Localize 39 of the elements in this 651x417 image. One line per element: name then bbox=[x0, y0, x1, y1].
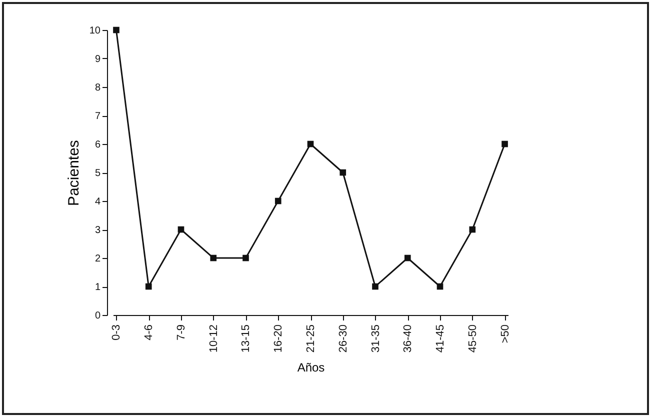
x-tick-label: 45-50 bbox=[466, 324, 479, 353]
point bbox=[274, 198, 282, 204]
point bbox=[145, 283, 152, 290]
x-tick-label: 41-45 bbox=[434, 324, 447, 353]
point bbox=[404, 254, 411, 262]
x-tick-label: 16-20 bbox=[272, 324, 285, 353]
point bbox=[210, 254, 217, 262]
x-tick-label: 4-6 bbox=[143, 324, 156, 340]
x-axis-title: Años bbox=[297, 360, 325, 375]
y-tick-label: 0 bbox=[94, 310, 101, 322]
point bbox=[307, 140, 314, 148]
y-tick-label: 7 bbox=[94, 111, 101, 122]
point bbox=[113, 26, 120, 34]
x-tick-label: 36-40 bbox=[402, 324, 414, 353]
x-tick-label: 0-3 bbox=[110, 324, 123, 340]
x-tick-label: 10-12 bbox=[208, 324, 220, 353]
y-tick-label: 3 bbox=[94, 225, 101, 236]
x-tick-label: >50 bbox=[499, 324, 512, 344]
x-tick-label: 21-25 bbox=[305, 324, 317, 353]
y-tick-label: 9 bbox=[94, 54, 101, 65]
y-tick-label: 8 bbox=[94, 82, 101, 94]
point bbox=[340, 169, 346, 176]
point bbox=[436, 283, 444, 290]
x-tick-label: 26-30 bbox=[337, 324, 350, 353]
y-tick-label: 1 bbox=[94, 282, 101, 293]
x-tick-label: 7-9 bbox=[175, 324, 188, 340]
y-tick-label: 5 bbox=[94, 168, 101, 179]
y-tick-label: 2 bbox=[94, 254, 101, 264]
point bbox=[502, 140, 508, 148]
x-tick-label: 31-35 bbox=[370, 324, 382, 353]
point bbox=[372, 283, 378, 290]
point bbox=[178, 226, 184, 233]
y-tick-label: 10 bbox=[89, 26, 101, 36]
y-tick-label: 4 bbox=[94, 196, 101, 208]
point bbox=[242, 254, 249, 262]
x-tick-label: 13-15 bbox=[240, 324, 252, 353]
point bbox=[469, 226, 476, 233]
y-tick-label: 6 bbox=[94, 140, 101, 150]
y-axis-title: Pacientes bbox=[65, 140, 82, 206]
